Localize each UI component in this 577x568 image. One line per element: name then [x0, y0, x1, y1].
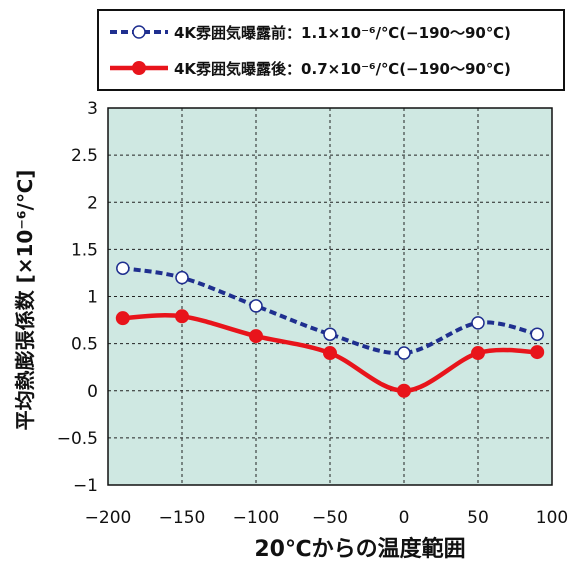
- data-point-after: [323, 346, 337, 361]
- data-point-after: [249, 329, 263, 344]
- plot-frame: [107, 107, 553, 486]
- x-tick-label: 100: [536, 508, 568, 528]
- y-tick-label: 0: [87, 382, 98, 402]
- data-point-before: [116, 261, 130, 275]
- data-point-before: [530, 327, 544, 341]
- data-point-before: [397, 346, 411, 360]
- data-point-before: [249, 299, 263, 313]
- x-tick-label: −200: [85, 508, 132, 528]
- data-point-before: [175, 270, 189, 285]
- legend-box: [97, 9, 565, 91]
- x-axis-title: 20℃からの温度範囲: [254, 536, 465, 562]
- legend-marker-before: [132, 25, 146, 39]
- y-tick-labels: −1 −0.5 0 0.5 1 1.5 2 2.5 3: [57, 99, 98, 496]
- y-tick-label: 2: [87, 193, 98, 213]
- y-tick-label: 0.5: [71, 335, 98, 355]
- y-tick-label: 3: [87, 99, 98, 119]
- x-tick-label: −50: [312, 508, 348, 528]
- legend-label-before: 4K雰囲気曝露前：1.1×10⁻⁶/℃(−190～90℃): [174, 24, 511, 42]
- legend: 4K雰囲気曝露前：1.1×10⁻⁶/℃(−190～90℃) 4K雰囲気曝露後：0…: [97, 9, 565, 91]
- y-axis-title: 平均熱膨張係数 [×10⁻⁶/℃]: [13, 170, 37, 431]
- data-point-before: [323, 327, 337, 341]
- data-point-after: [115, 311, 130, 326]
- series-layer: [115, 261, 545, 398]
- data-point-before: [471, 316, 485, 330]
- y-tick-label: 1: [87, 288, 98, 308]
- legend-marker-after: [132, 61, 146, 75]
- data-point-after: [397, 383, 411, 398]
- x-tick-label: −150: [159, 508, 206, 528]
- data-point-after: [175, 309, 189, 324]
- legend-label-after: 4K雰囲気曝露後：0.7×10⁻⁶/℃(−190～90℃): [174, 60, 511, 78]
- data-point-after: [530, 345, 545, 360]
- x-tick-label: −100: [233, 508, 280, 528]
- y-tick-label: 2.5: [71, 146, 98, 166]
- y-tick-label: −0.5: [57, 429, 98, 449]
- x-tick-labels: −200 −150 −100 −50 0 50 100: [85, 508, 569, 528]
- y-tick-label: 1.5: [71, 240, 98, 260]
- x-tick-label: 0: [399, 508, 410, 528]
- data-point-after: [471, 346, 485, 361]
- y-tick-label: −1: [73, 476, 98, 496]
- grid: [108, 108, 552, 485]
- x-tick-label: 50: [467, 508, 489, 528]
